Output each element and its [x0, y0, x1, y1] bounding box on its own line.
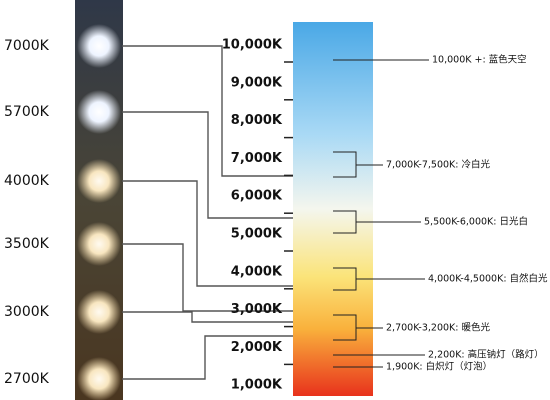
annotation: 1,900K: 白炽灯（灯泡） — [386, 361, 492, 373]
annotation: 10,000K +: 蓝色天空 — [432, 54, 527, 66]
led-label: 7000K — [4, 38, 50, 54]
connector — [122, 335, 293, 380]
scale-label: 9,000K — [231, 75, 283, 90]
connectors — [122, 45, 429, 380]
led — [77, 24, 121, 68]
scale-label: 5,000K — [231, 227, 283, 242]
scale-label: 6,000K — [231, 189, 283, 204]
led-label: 3000K — [4, 304, 50, 320]
scale-label: 10,000K — [222, 38, 283, 53]
spectrum-bar — [293, 22, 373, 396]
annotation: 7,000K-7,500K: 冷白光 — [386, 159, 491, 171]
connector — [122, 243, 293, 312]
scale-label: 8,000K — [231, 113, 283, 128]
annotation: 4,000K-4,5000K: 自然白光 — [428, 273, 548, 285]
led-label: 2700K — [4, 371, 50, 387]
annotation: 2,700K-3,200K: 暖色光 — [386, 322, 491, 334]
labels: 7000K 5700K 4000K 3500K 3000K 2700K 10,000K 9,0… — [4, 38, 548, 393]
connector — [122, 45, 293, 177]
connector — [122, 180, 293, 287]
scale-label: 3,000K — [231, 302, 283, 317]
connector — [122, 111, 293, 219]
led — [77, 222, 121, 266]
led — [77, 290, 121, 334]
led — [77, 90, 121, 134]
led-label: 4000K — [4, 173, 50, 189]
led — [77, 159, 121, 203]
led-label: 3500K — [4, 236, 50, 252]
scale-label: 4,000K — [231, 264, 283, 279]
led-label: 5700K — [4, 104, 50, 120]
annotation: 2,200K: 高压钠灯（路灯） — [428, 349, 544, 361]
scale-label: 2,000K — [231, 340, 283, 355]
led — [77, 357, 121, 400]
annotation: 5,500K-6,000K: 日光白 — [424, 216, 528, 228]
connector — [122, 311, 293, 323]
scale-label: 1,000K — [231, 378, 283, 393]
scale-label: 7,000K — [231, 151, 283, 166]
leds — [77, 24, 121, 400]
